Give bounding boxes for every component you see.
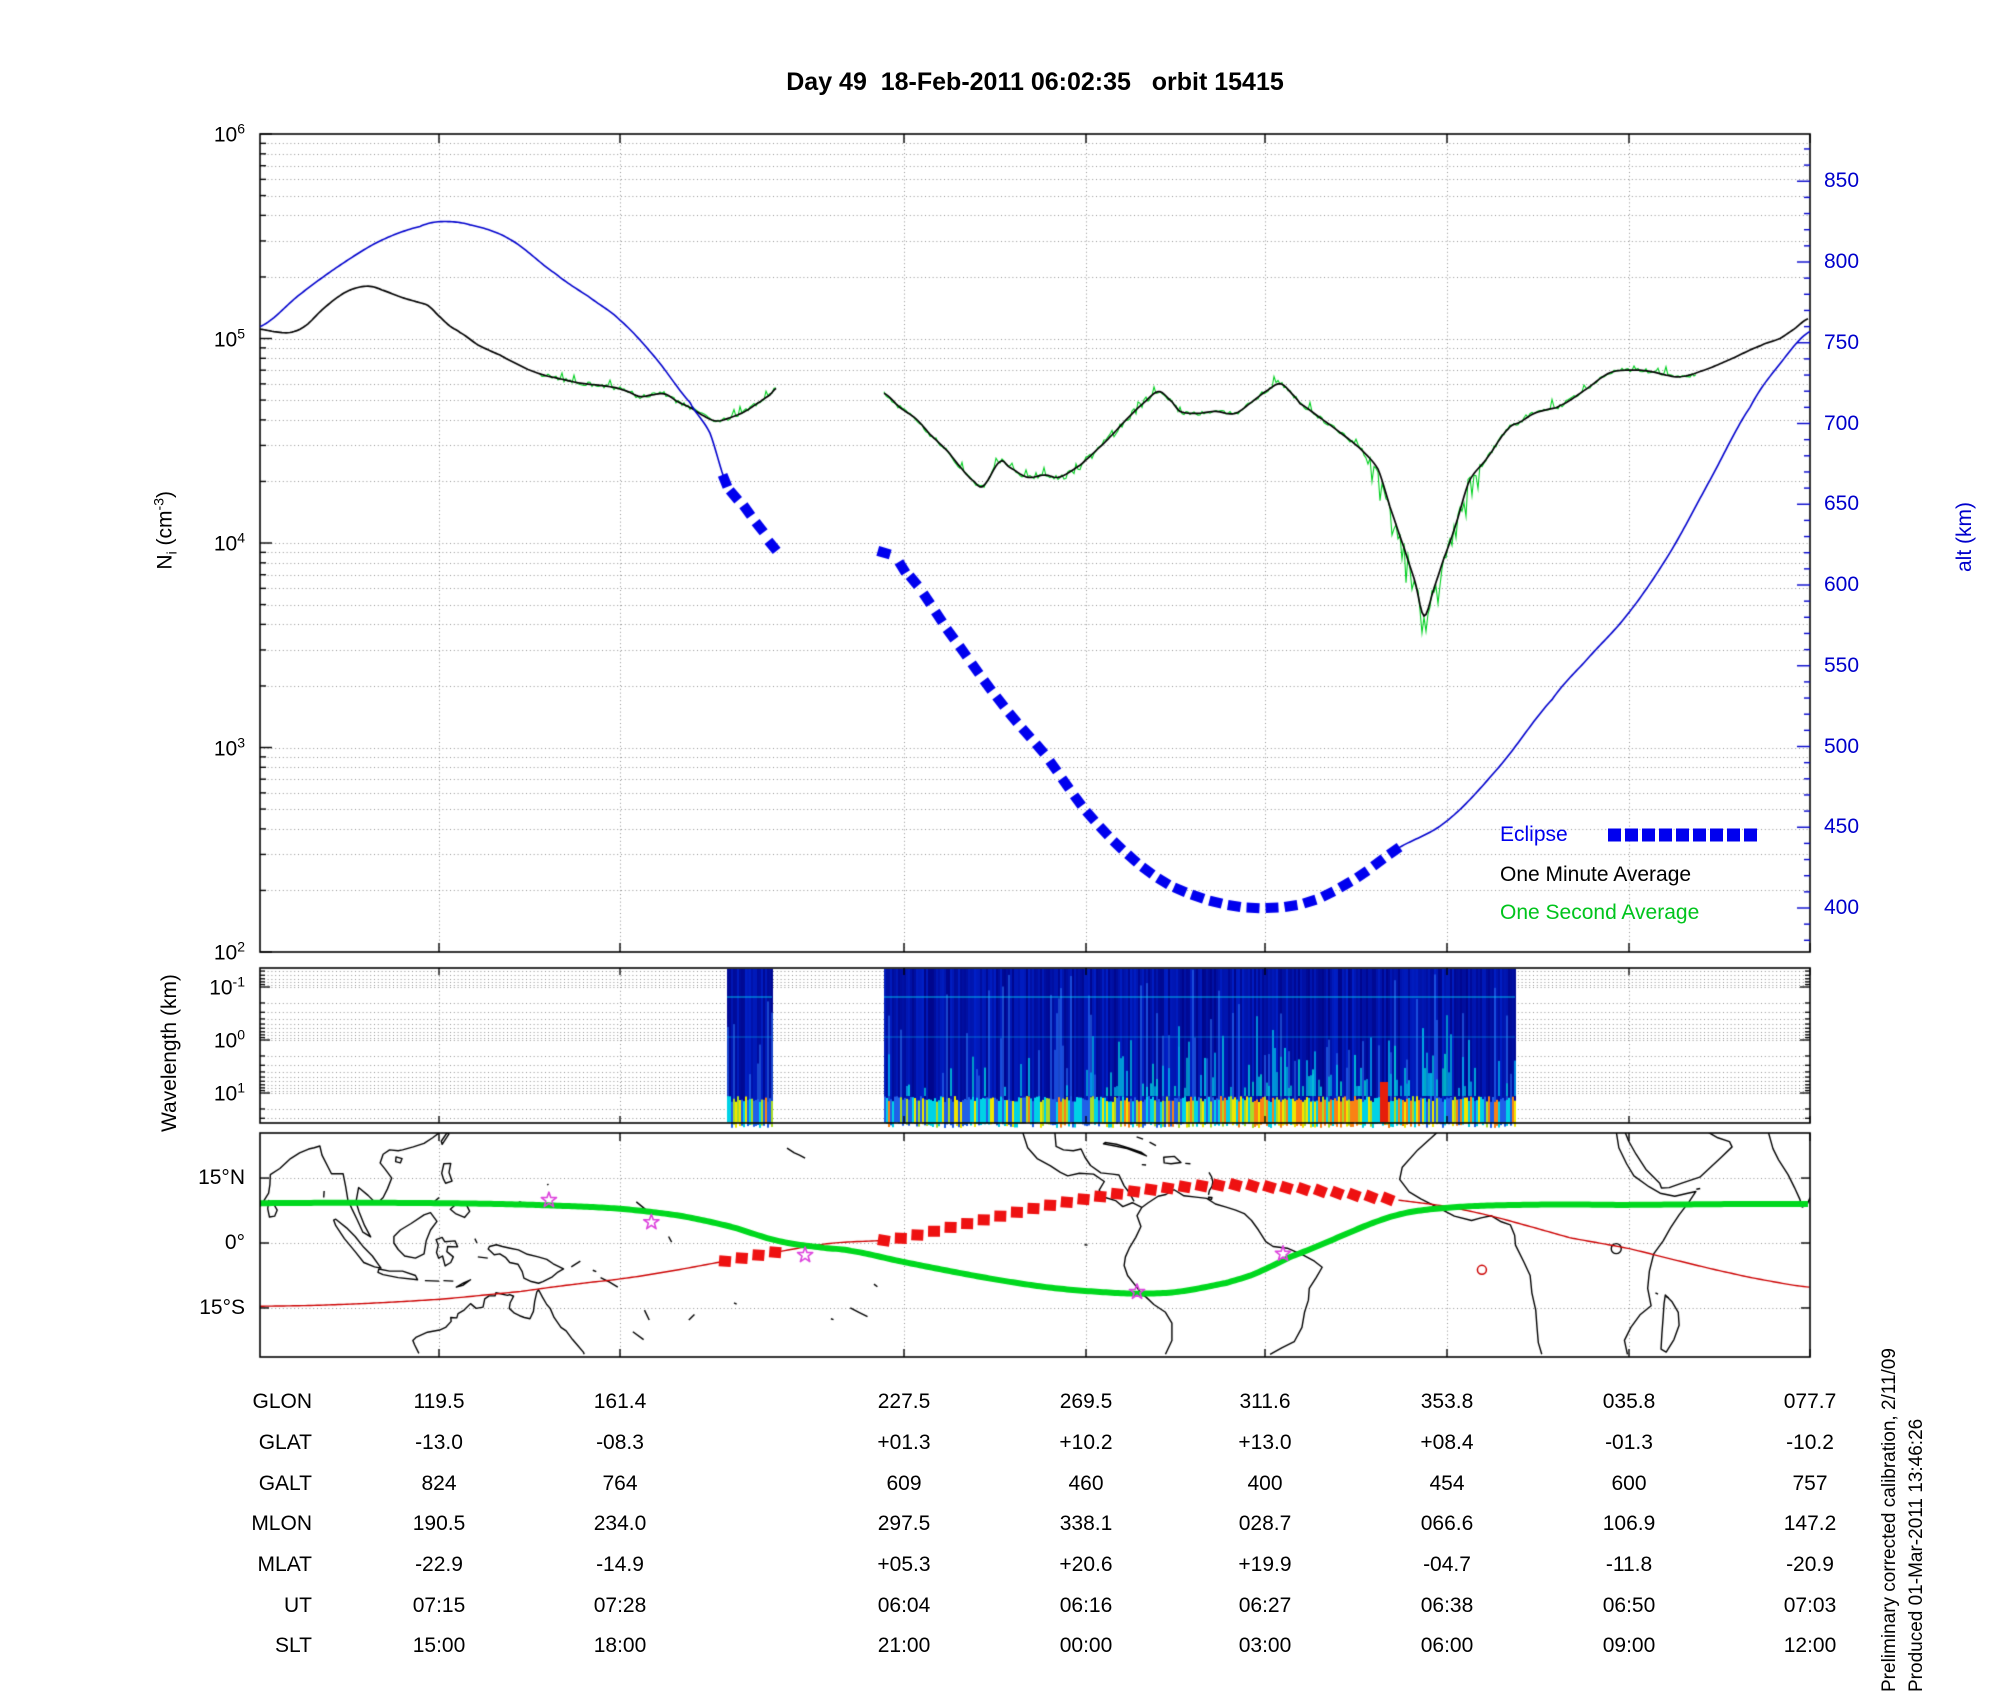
- map-lat-label: 0°: [224, 1231, 245, 1254]
- table-cell: 06:27: [1238, 1594, 1292, 1617]
- ni-axis-label: Ni (cm-3): [150, 491, 180, 570]
- table-cell: 234.0: [593, 1512, 647, 1535]
- ni-tick-label: 105: [213, 325, 245, 351]
- table-cell: +05.3: [877, 1553, 931, 1576]
- table-cell: 600: [1611, 1472, 1647, 1495]
- table-cell: 06:38: [1420, 1594, 1474, 1617]
- alt-tick-label: 550: [1824, 653, 1860, 677]
- table-row-label-slt: SLT: [275, 1634, 312, 1657]
- table-cell: 400: [1247, 1472, 1283, 1495]
- alt-tick-label: 700: [1824, 411, 1860, 435]
- table-row-label-mlat: MLAT: [257, 1553, 312, 1576]
- table-cell: 609: [886, 1472, 922, 1495]
- table-cell: 06:50: [1602, 1594, 1656, 1617]
- table-cell: 028.7: [1238, 1512, 1292, 1535]
- table-cell: 066.6: [1420, 1512, 1474, 1535]
- table-cell: 460: [1068, 1472, 1104, 1495]
- table-cell: -20.9: [1786, 1553, 1834, 1576]
- table-cell: 227.5: [877, 1390, 931, 1413]
- table-row-label-galt: GALT: [258, 1472, 312, 1495]
- table-cell: 757: [1792, 1472, 1828, 1495]
- legend-label-one-minute-average: One Minute Average: [1500, 863, 1692, 886]
- table-cell: 09:00: [1602, 1634, 1656, 1657]
- table-cell: 15:00: [412, 1634, 466, 1657]
- wavelength-tick-label: 100: [213, 1026, 245, 1053]
- table-cell: 297.5: [877, 1512, 931, 1535]
- table-cell: 03:00: [1238, 1634, 1292, 1657]
- table-cell: -01.3: [1605, 1431, 1653, 1454]
- table-cell: 147.2: [1783, 1512, 1837, 1535]
- map-lat-label: 15°S: [199, 1295, 245, 1319]
- table-cell: 353.8: [1420, 1390, 1474, 1413]
- table-row-label-mlon: MLON: [251, 1512, 312, 1535]
- table-cell: -13.0: [415, 1431, 463, 1454]
- table-cell: 161.4: [593, 1390, 647, 1413]
- table-cell: 190.5: [412, 1512, 466, 1535]
- legend-label-one-second-average: One Second Average: [1500, 901, 1700, 924]
- ni-tick-label: 102: [213, 938, 245, 965]
- page-title: Day 49 18-Feb-2011 06:02:35 orbit 15415: [786, 68, 1284, 96]
- production-note-line: Produced 01-Mar-2011 13:46:26: [1906, 1418, 1927, 1692]
- table-cell: -22.9: [415, 1553, 463, 1576]
- ni-tick-label: 104: [213, 529, 245, 556]
- wavelength-tick-label: 101: [213, 1079, 245, 1106]
- wavelength-tick-label: 10-1: [209, 973, 245, 1000]
- table-cell: 06:16: [1059, 1594, 1113, 1617]
- table-cell: +01.3: [877, 1431, 931, 1454]
- table-cell: 824: [421, 1472, 457, 1495]
- table-cell: 269.5: [1059, 1390, 1113, 1413]
- table-row-label-glon: GLON: [252, 1390, 312, 1413]
- wavelength-axis-label: Wavelength (km): [158, 974, 181, 1132]
- table-cell: 035.8: [1602, 1390, 1656, 1413]
- table-cell: 764: [602, 1472, 638, 1495]
- table-cell: -11.8: [1605, 1553, 1653, 1576]
- alt-tick-label: 650: [1824, 492, 1860, 516]
- alt-tick-label: 600: [1824, 573, 1860, 596]
- table-cell: 21:00: [877, 1634, 931, 1657]
- table-cell: 311.6: [1239, 1390, 1291, 1413]
- table-row-label-ut: UT: [284, 1594, 312, 1617]
- table-cell: +13.0: [1238, 1431, 1292, 1454]
- table-cell: 454: [1429, 1472, 1465, 1495]
- table-cell: 06:04: [877, 1594, 931, 1617]
- table-cell: 338.1: [1059, 1512, 1113, 1535]
- alt-tick-label: 400: [1824, 896, 1860, 919]
- table-cell: -08.3: [596, 1431, 644, 1454]
- table-cell: +19.9: [1238, 1553, 1292, 1576]
- alt-tick-label: 850: [1824, 169, 1860, 193]
- alt-axis-label: alt (km): [1953, 502, 1976, 572]
- table-cell: 106.9: [1602, 1512, 1656, 1535]
- table-cell: 077.7: [1783, 1390, 1837, 1413]
- table-cell: 07:03: [1783, 1594, 1837, 1617]
- alt-tick-label: 450: [1824, 815, 1860, 839]
- legend-eclipse-dash-sample: [1608, 828, 1758, 842]
- table-cell: +10.2: [1059, 1431, 1113, 1454]
- production-note-line: Preliminary corrected calibration, 2/11/…: [1879, 1348, 1900, 1692]
- alt-tick-label: 800: [1824, 250, 1860, 273]
- production-note: Preliminary corrected calibration, 2/11/…: [1876, 1348, 1930, 1692]
- table-cell: 07:15: [412, 1594, 466, 1617]
- table-cell: -14.9: [596, 1553, 644, 1576]
- ni-tick-label: 106: [213, 120, 245, 147]
- table-cell: 18:00: [593, 1634, 647, 1657]
- table-cell: -10.2: [1786, 1431, 1834, 1454]
- table-cell: +20.6: [1059, 1553, 1113, 1576]
- table-cell: 06:00: [1420, 1634, 1474, 1657]
- legend-label-eclipse: Eclipse: [1500, 823, 1568, 846]
- table-cell: 07:28: [593, 1594, 647, 1617]
- map-lat-label: 15°N: [198, 1166, 245, 1190]
- table-cell: -04.7: [1423, 1553, 1471, 1576]
- table-cell: 00:00: [1059, 1634, 1113, 1657]
- alt-tick-label: 750: [1824, 330, 1860, 354]
- table-cell: 12:00: [1783, 1634, 1837, 1657]
- ni-tick-label: 103: [213, 734, 245, 760]
- alt-tick-label: 500: [1824, 734, 1860, 758]
- table-cell: 119.5: [413, 1390, 465, 1413]
- table-cell: +08.4: [1420, 1431, 1474, 1454]
- table-row-label-glat: GLAT: [258, 1431, 312, 1454]
